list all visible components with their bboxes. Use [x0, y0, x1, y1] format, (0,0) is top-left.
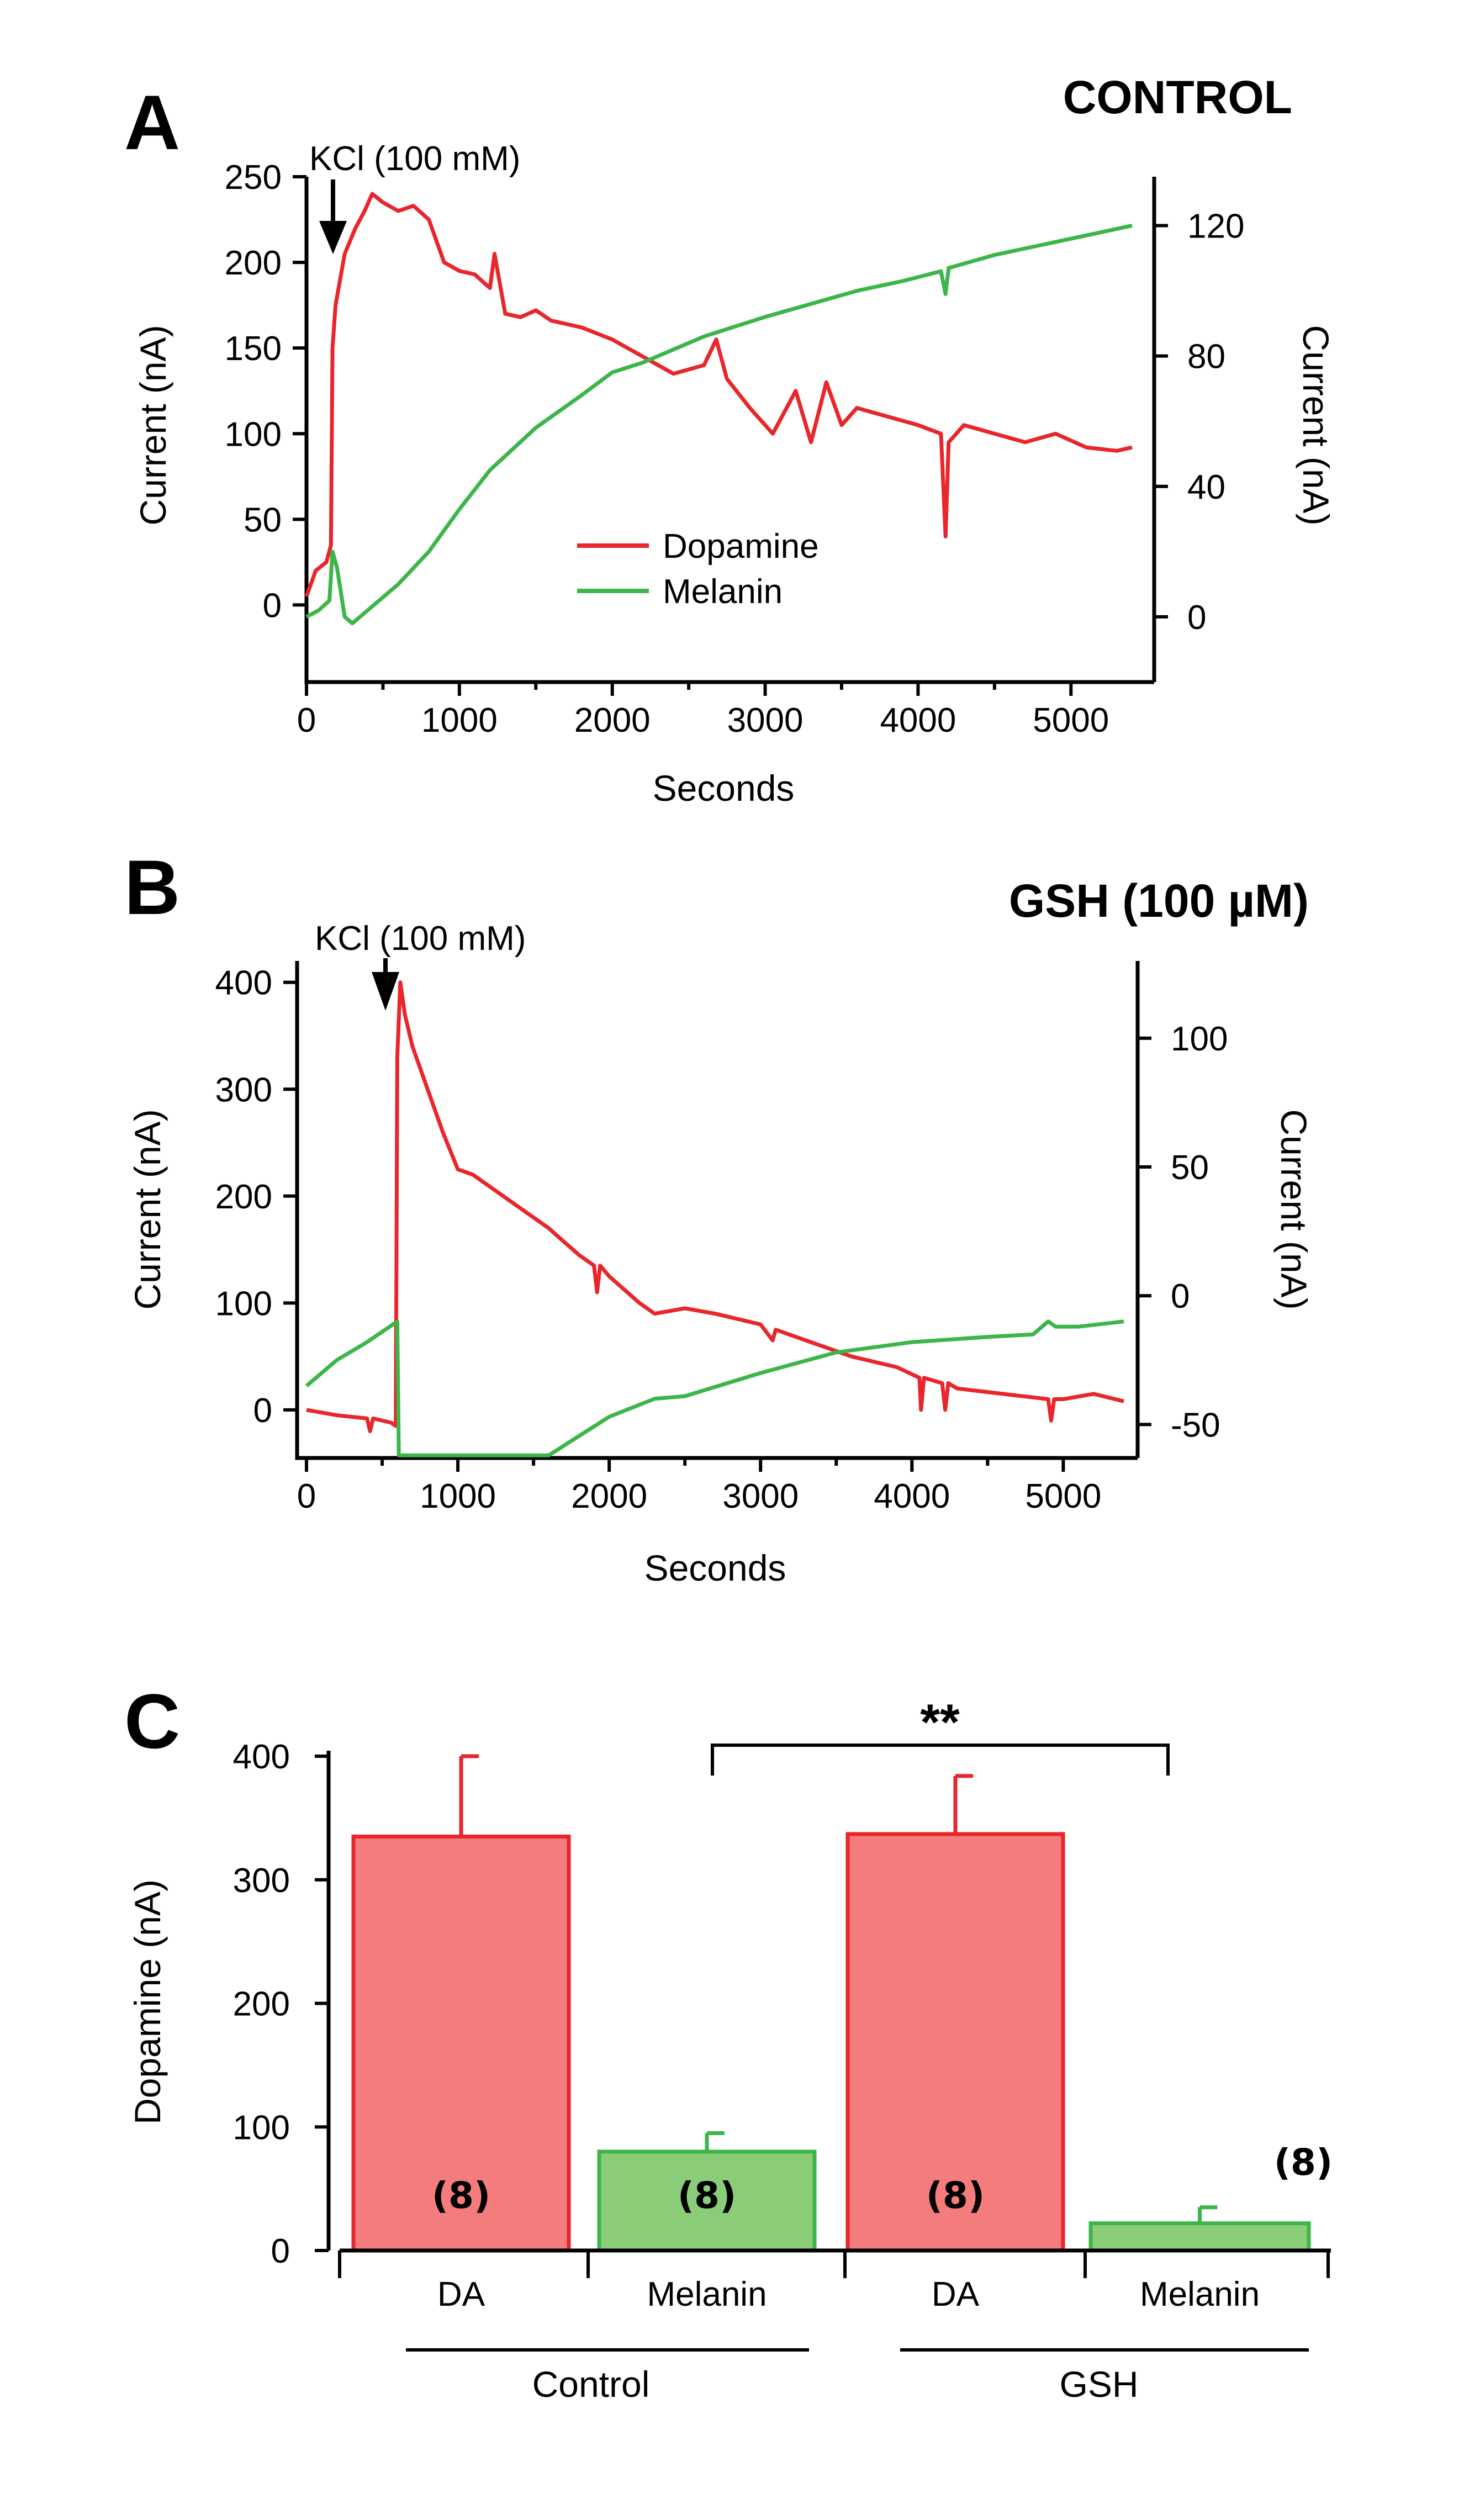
- panel-b-letter: B: [124, 844, 180, 931]
- bar-3: [845, 1832, 1065, 2253]
- significance-label: **: [920, 1694, 960, 1751]
- panel-b-ytick-left-label: 0: [253, 1392, 272, 1430]
- group-label-control: Control: [532, 2364, 650, 2405]
- legend-melanin-label: Melanin: [663, 573, 783, 611]
- panel-b-xtick-label: 5000: [1025, 1477, 1101, 1515]
- panel-c-ytick-label: 400: [233, 1738, 290, 1776]
- panel-c-bars: (8) (8) (8) (8): [351, 1754, 1333, 2253]
- panel-a-title: CONTROL: [1063, 71, 1292, 123]
- panel-b-melanin-line: [305, 1319, 1124, 1457]
- panel-a-kcl-annotation: KCl (100 mM): [309, 140, 520, 178]
- panel-a-xtick-label: 5000: [1033, 701, 1109, 739]
- panel-c-ylabel: Dopamine (nA): [127, 1879, 168, 2125]
- panel-b-ytick-right-label: -50: [1171, 1406, 1220, 1444]
- panel-a-dopamine-line: [304, 192, 1133, 598]
- panel-a-ytick-left-label: 0: [263, 587, 282, 625]
- panel-b-xtick-label: 4000: [874, 1477, 950, 1515]
- panel-b-kcl-annotation: KCl (100 mM): [315, 920, 526, 958]
- panel-b-chart: 0 1000 2000 3000 4000 5000 0 100 200 300 400 -50 0 50…: [127, 920, 1314, 1588]
- panel-a-ytick-left-label: 150: [225, 330, 282, 368]
- panel-c-ytick-label: 200: [233, 1985, 290, 2024]
- bar-n-label: (8): [926, 2174, 985, 2217]
- panel-c-ytick-label: 300: [233, 1862, 290, 1900]
- panel-a-chart: 0 1000 2000 3000 4000 5000 0 50 100 150 200 250 0 40 8…: [133, 140, 1336, 809]
- panel-a-xtick-label: 3000: [727, 701, 804, 739]
- panel-a-ytick-left-label: 100: [225, 415, 282, 453]
- panel-b-ytick-left-label: 300: [215, 1071, 272, 1109]
- panel-a-ytick-left-label: 250: [225, 159, 282, 197]
- panel-b-ylabel-right: Current (nA): [1273, 1109, 1314, 1309]
- bar-n-label: (8): [678, 2174, 736, 2217]
- panel-a-xlabel: Seconds: [653, 768, 795, 809]
- panel-b-ytick-right-label: 0: [1171, 1277, 1190, 1316]
- panel-a-ytick-right-label: 40: [1187, 468, 1225, 506]
- panel-b-ytick-right-label: 100: [1171, 1020, 1228, 1058]
- panel-b-title: GSH (100 µM): [1009, 875, 1309, 927]
- panel-b-xtick-label: 2000: [571, 1477, 647, 1515]
- panel-a-xtick-label: 4000: [880, 701, 956, 739]
- panel-b-ytick-left-label: 400: [215, 964, 272, 1002]
- panel-b-axes: [295, 961, 1140, 1460]
- panel-a-melanin-line: [305, 224, 1133, 626]
- panel-a-ytick-right-label: 80: [1187, 338, 1225, 376]
- panel-a-letter: A: [124, 79, 180, 166]
- panel-a-ylabel-left: Current (nA): [133, 325, 173, 525]
- panel-a-ytick-left-label: 50: [244, 501, 282, 539]
- panel-c-chart: (8) (8) (8) (8) DA Melanin DA Melanin 0 100 200 30…: [127, 1694, 1333, 2405]
- panel-c-ytick-label: 0: [271, 2232, 290, 2270]
- bar-n-label: (8): [432, 2174, 490, 2217]
- panel-b-xtick-label: 1000: [420, 1477, 496, 1515]
- panel-b-ytick-right-label: 50: [1171, 1149, 1209, 1187]
- panel-a-ticks: 0 1000 2000 3000 4000 5000 0 50 100 150 200 250 0 40 8…: [225, 159, 1245, 739]
- panel-a-kcl-arrow: [319, 179, 347, 254]
- panel-c-ticks: DA Melanin DA Melanin 0 100 200 300 400: [233, 1738, 1330, 2313]
- bar-n-label: (8): [1274, 2141, 1333, 2184]
- panel-b-dopamine-line: [306, 980, 1124, 1434]
- panel-a-ytick-right-label: 120: [1187, 208, 1244, 246]
- panel-a-ytick-left-label: 200: [225, 244, 282, 282]
- panel-c-ytick-label: 100: [233, 2109, 290, 2147]
- panel-a-xtick-label: 0: [297, 701, 316, 739]
- panel-b-lines: [305, 980, 1124, 1457]
- panel-b-kcl-arrow: [372, 958, 399, 1011]
- panel-b-ylabel-left: Current (nA): [127, 1109, 168, 1309]
- bar-4: [1088, 2221, 1311, 2253]
- bar-category-label: DA: [437, 2275, 485, 2313]
- bar-category-label: DA: [932, 2275, 980, 2313]
- panel-c-axes: [326, 1751, 1331, 2253]
- panel-b-xtick-label: 3000: [722, 1477, 799, 1515]
- panel-b-xtick-label: 0: [297, 1477, 316, 1515]
- panel-b-xlabel: Seconds: [644, 1547, 786, 1588]
- bar-category-label: Melanin: [647, 2275, 767, 2313]
- panel-a-lines: [304, 192, 1133, 626]
- legend-dopamine-label: Dopamine: [663, 527, 819, 566]
- panel-b-ticks: 0 1000 2000 3000 4000 5000 0 100 200 300 400 -50 0 50…: [215, 964, 1228, 1515]
- panel-a-ylabel-right: Current (nA): [1296, 325, 1336, 525]
- panel-a-legend: Dopamine Melanin: [577, 527, 819, 611]
- group-label-gsh: GSH: [1059, 2364, 1138, 2405]
- panel-a-xtick-label: 1000: [421, 701, 498, 739]
- panel-c-letter: C: [124, 1678, 180, 1764]
- panel-b-ytick-left-label: 100: [215, 1285, 272, 1323]
- bar-category-label: Melanin: [1140, 2275, 1260, 2313]
- panel-a-ytick-right-label: 0: [1187, 599, 1206, 637]
- panel-b-ytick-left-label: 200: [215, 1178, 272, 1216]
- significance-bracket: [711, 1744, 1170, 1776]
- panel-a-xtick-label: 2000: [574, 701, 651, 739]
